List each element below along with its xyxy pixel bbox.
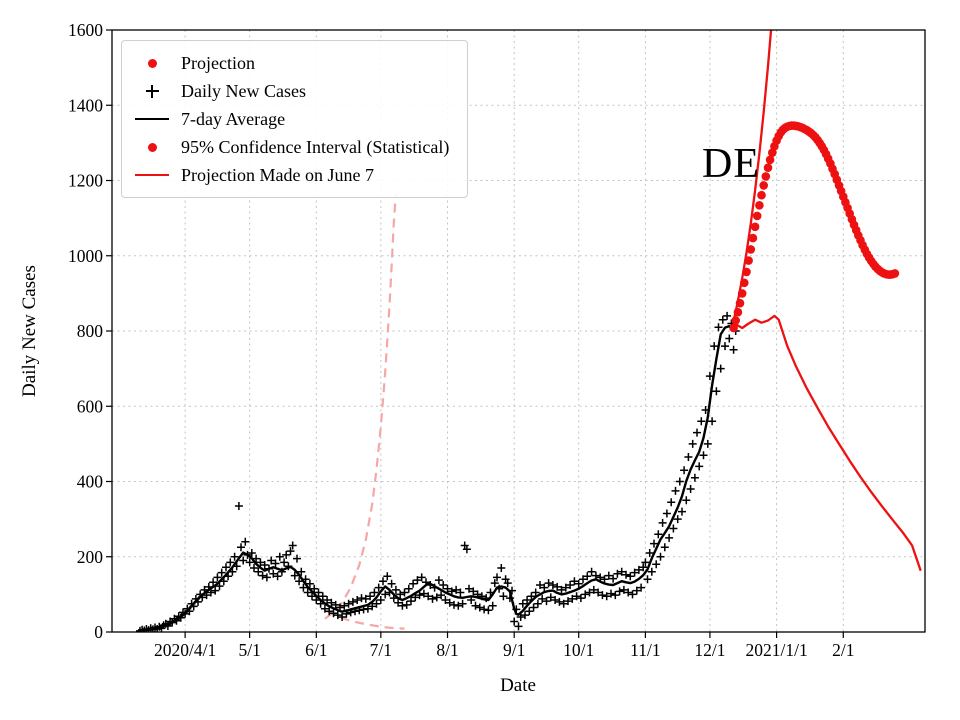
legend-label: Projection <box>181 52 255 73</box>
legend: Projection Daily New Cases 7-day Average… <box>121 40 469 198</box>
legend-label: 95% Confidence Interval (Statistical) <box>181 136 450 157</box>
legend-item-projection: Projection <box>132 49 449 77</box>
svg-text:9/1: 9/1 <box>503 640 525 660</box>
country-label: DE <box>702 141 760 187</box>
svg-text:11/1: 11/1 <box>630 640 660 660</box>
svg-text:2/1: 2/1 <box>832 640 854 660</box>
svg-text:600: 600 <box>77 396 104 416</box>
legend-item-7day-average: 7-day Average <box>132 105 449 133</box>
svg-text:400: 400 <box>77 472 104 492</box>
svg-text:800: 800 <box>77 321 104 341</box>
svg-text:7/1: 7/1 <box>370 640 392 660</box>
legend-label: 7-day Average <box>181 108 286 129</box>
svg-text:1600: 1600 <box>68 20 103 40</box>
legend-label: Daily New Cases <box>181 80 306 101</box>
x-axis-label: Date <box>500 675 536 696</box>
red-line-icon <box>132 173 172 177</box>
svg-text:0: 0 <box>94 622 103 642</box>
svg-text:200: 200 <box>77 547 104 567</box>
svg-text:1200: 1200 <box>68 171 103 191</box>
y-axis-label: Daily New Cases <box>19 265 40 397</box>
legend-item-june7-projection: Projection Made on June 7 <box>132 161 449 189</box>
svg-text:1400: 1400 <box>68 95 103 115</box>
legend-item-daily-cases: Daily New Cases <box>132 77 449 105</box>
svg-text:5/1: 5/1 <box>238 640 260 660</box>
plus-marker-icon <box>132 84 172 98</box>
svg-text:8/1: 8/1 <box>436 640 458 660</box>
legend-item-confidence-interval: 95% Confidence Interval (Statistical) <box>132 133 449 161</box>
svg-text:10/1: 10/1 <box>563 640 594 660</box>
black-line-icon <box>132 117 172 121</box>
svg-text:2020/4/1: 2020/4/1 <box>154 640 216 660</box>
legend-label: Projection Made on June 7 <box>181 164 374 185</box>
svg-text:2021/1/1: 2021/1/1 <box>745 640 807 660</box>
svg-text:6/1: 6/1 <box>305 640 327 660</box>
projection-dot-icon <box>132 58 172 68</box>
svg-text:1000: 1000 <box>68 246 103 266</box>
svg-text:12/1: 12/1 <box>694 640 725 660</box>
ci-dot-icon <box>132 142 172 152</box>
